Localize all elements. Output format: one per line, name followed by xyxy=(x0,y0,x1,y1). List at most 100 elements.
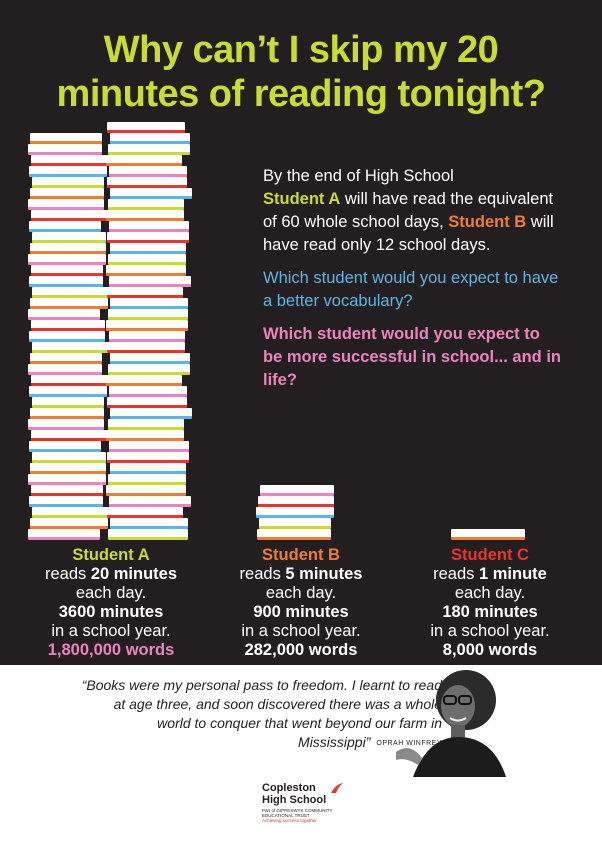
book xyxy=(106,485,186,496)
logo-tagline: Achieving success together xyxy=(262,818,317,823)
book xyxy=(107,452,189,463)
quote: “Books were my personal pass to freedom.… xyxy=(80,676,442,753)
student-b-column: Student B reads 5 minutes each day. 900 … xyxy=(206,546,396,660)
book xyxy=(30,408,104,419)
book xyxy=(31,265,103,276)
book xyxy=(260,485,334,496)
book xyxy=(109,496,191,507)
book xyxy=(109,166,187,177)
book xyxy=(32,397,104,408)
book xyxy=(29,386,107,397)
book xyxy=(31,375,107,386)
student-b-words: 282,000 words xyxy=(244,641,358,659)
book xyxy=(29,441,101,452)
book xyxy=(28,529,100,540)
book xyxy=(109,386,187,397)
book xyxy=(28,254,106,265)
book xyxy=(110,463,186,474)
student-a-reads: reads 20 minutes xyxy=(16,565,206,584)
book xyxy=(29,221,101,232)
book xyxy=(258,496,334,507)
book xyxy=(107,122,185,133)
question-success: Which student would you expect to be mor… xyxy=(263,325,561,389)
book xyxy=(31,155,107,166)
book xyxy=(29,166,107,177)
book xyxy=(108,144,190,155)
book xyxy=(32,342,110,353)
book xyxy=(108,199,184,210)
book xyxy=(108,474,186,485)
student-c-column: Student C reads 1 minute each day. 180 m… xyxy=(395,546,585,660)
student-c-per-day: each day. xyxy=(454,584,526,602)
student-a-per-year: in a school year. xyxy=(51,622,171,640)
book xyxy=(30,243,106,254)
student-a-minutes: 3600 minutes xyxy=(58,603,164,621)
book xyxy=(31,210,109,221)
book xyxy=(30,188,104,199)
book xyxy=(28,199,104,210)
book xyxy=(110,133,190,144)
title-line-1: Why can’t I skip my 20 xyxy=(103,29,499,71)
book xyxy=(109,441,189,452)
student-b-minutes: 900 minutes xyxy=(253,603,349,621)
logo-trust: Part of GIPPESWYK COMMUNITY EDUCATIONAL … xyxy=(262,808,333,818)
book xyxy=(30,463,106,474)
book xyxy=(106,155,182,166)
book xyxy=(28,144,102,155)
book xyxy=(28,474,106,485)
book xyxy=(109,221,189,232)
book xyxy=(32,177,104,188)
book xyxy=(28,364,102,375)
title-line-2: minutes of reading tonight? xyxy=(56,73,546,115)
book xyxy=(31,485,103,496)
book xyxy=(107,507,183,518)
page-title: Why can’t I skip my 20 minutes of readin… xyxy=(0,28,602,116)
book xyxy=(107,397,187,408)
book xyxy=(32,507,108,518)
book xyxy=(32,452,106,463)
book xyxy=(30,298,108,309)
book xyxy=(32,287,108,298)
portrait-illustration xyxy=(396,670,506,777)
logo-swoosh-icon xyxy=(331,783,343,793)
student-b-duration: 5 minutes xyxy=(285,565,363,583)
book xyxy=(108,529,188,540)
book xyxy=(257,529,331,540)
book xyxy=(29,331,105,342)
book xyxy=(29,276,103,287)
book xyxy=(110,408,192,419)
student-a-reads-label: reads xyxy=(44,565,91,583)
student-c-reads-label: reads xyxy=(433,565,479,583)
book xyxy=(28,419,104,430)
book xyxy=(110,353,190,364)
book xyxy=(110,188,192,199)
book xyxy=(108,419,184,430)
facts-student-b: Student B xyxy=(448,213,527,231)
book xyxy=(107,287,183,298)
question-vocabulary: Which student would you expect to have a… xyxy=(263,269,559,310)
student-c-words: 8,000 words xyxy=(442,641,538,659)
book xyxy=(106,430,184,441)
student-b-per-year: in a school year. xyxy=(241,622,361,640)
facts-text: By the end of High School Student A will… xyxy=(263,165,563,402)
book xyxy=(29,496,103,507)
book xyxy=(31,320,105,331)
book xyxy=(110,518,188,529)
student-a-per-day: each day. xyxy=(75,584,147,602)
book xyxy=(108,254,186,265)
student-b-reads-label: reads xyxy=(239,565,286,583)
book xyxy=(110,298,188,309)
book xyxy=(109,276,191,287)
facts-student-a: Student A xyxy=(263,190,341,208)
book xyxy=(106,320,188,331)
book xyxy=(110,243,186,254)
school-logo: Copleston High School Part of GIPPESWYK … xyxy=(262,782,344,824)
student-c-per-year: in a school year. xyxy=(430,622,550,640)
book xyxy=(30,133,102,144)
student-c-name: Student C xyxy=(451,546,529,564)
book xyxy=(107,342,185,353)
facts-intro: By the end of High School xyxy=(263,167,454,185)
facts-a-text: will have read the equivalent of 60 whol… xyxy=(263,190,554,231)
book xyxy=(108,364,190,375)
quote-author: OPRAH WINFREY xyxy=(376,739,442,747)
